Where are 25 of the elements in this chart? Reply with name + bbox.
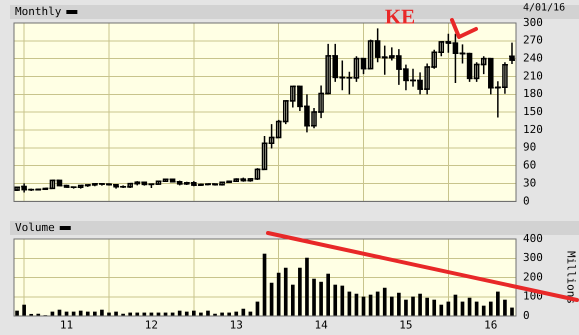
y-tick-label: 0 [523,194,530,208]
x-tick-label: 14 [314,318,328,332]
y-tick-label: 120 [523,122,543,136]
y-tick-label: 240 [523,52,543,65]
y-tick-label: 30 [523,176,536,190]
y-tick-label: 270 [523,34,543,47]
x-tick-label: 12 [144,318,158,332]
y-tick-label: 300 [523,251,543,264]
y-tick-label: 300 [523,16,543,29]
legend-label: Monthly [15,4,62,18]
y-tick-label: 0 [523,308,530,322]
y-tick-label: 210 [523,69,543,82]
y-tick-label: 90 [523,140,536,154]
x-tick-label: 11 [60,318,74,332]
y-tick-label: 150 [523,105,543,118]
text: 4/01/16 [523,2,566,14]
x-tick-label: 13 [230,318,243,332]
y-tick-label: 60 [523,158,536,172]
x-tick-label: 16 [484,318,498,332]
annotation: KE [384,4,416,28]
y-tick-label: 180 [523,87,543,100]
y-tick-label: 400 [523,232,543,245]
legend-label: Volume [15,220,55,234]
x-tick-label: 15 [399,318,413,332]
y-tick-label: 200 [523,270,543,284]
